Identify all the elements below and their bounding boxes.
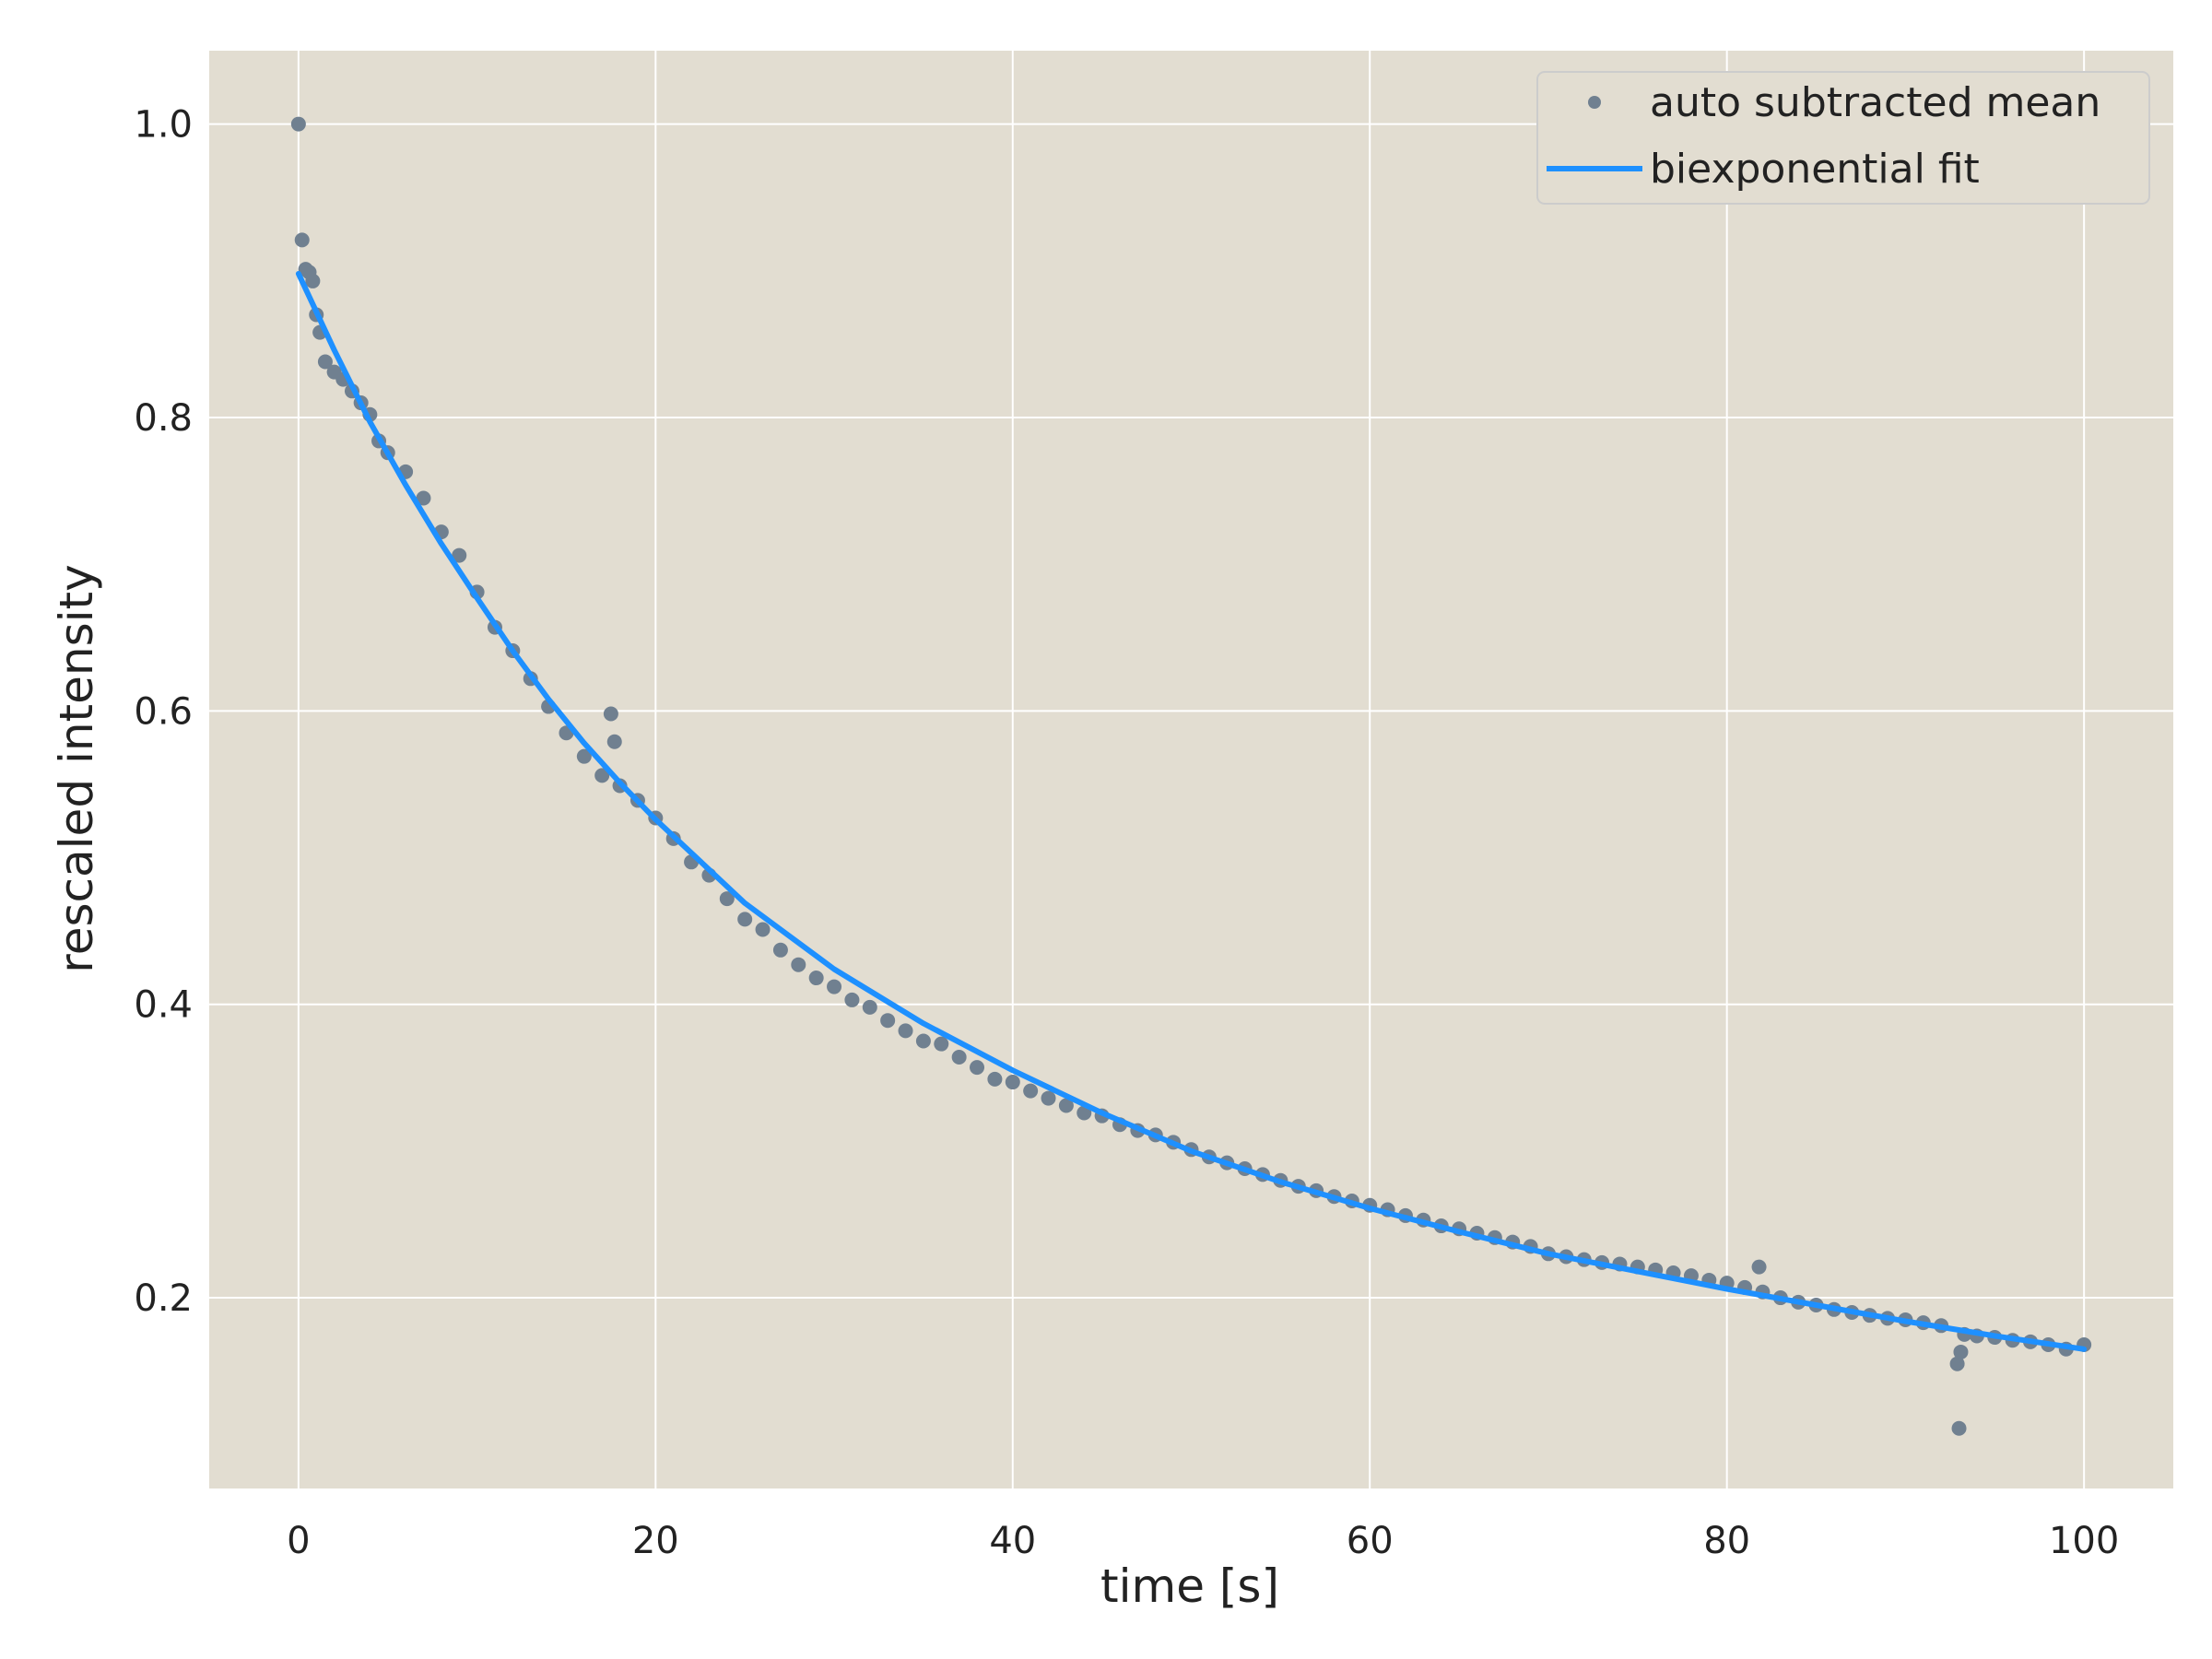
data-point: [1023, 1083, 1039, 1099]
legend-marker-scatter: [1588, 96, 1601, 109]
y-axis-ticks: 0.2 0.4 0.6 0.8 1.0: [134, 104, 193, 1320]
data-point: [416, 490, 431, 506]
data-point: [791, 957, 806, 972]
legend-label-line: biexponential fit: [1650, 146, 1980, 193]
y-tick-label: 1.0: [134, 104, 193, 147]
data-point: [1951, 1420, 1967, 1436]
data-point: [294, 232, 310, 248]
x-tick-label: 0: [287, 1520, 310, 1562]
data-point: [290, 116, 306, 132]
legend-label-scatter: auto subtracted mean: [1650, 79, 2100, 126]
data-point: [603, 706, 618, 722]
y-tick-label: 0.6: [134, 690, 193, 733]
x-tick-label: 100: [2049, 1520, 2119, 1562]
data-point: [1949, 1356, 1965, 1371]
data-point: [772, 942, 788, 958]
data-point: [844, 992, 860, 1007]
data-point: [827, 979, 842, 994]
x-tick-label: 60: [1347, 1520, 1394, 1562]
data-point: [970, 1060, 985, 1076]
data-point: [305, 273, 321, 288]
data-point: [317, 354, 333, 370]
data-point: [594, 768, 610, 783]
data-point: [576, 748, 592, 764]
data-point: [1041, 1090, 1056, 1106]
y-tick-label: 0.2: [134, 1277, 193, 1320]
data-point: [1751, 1259, 1767, 1275]
legend: auto subtracted mean biexponential fit: [1536, 71, 2150, 205]
data-point: [452, 547, 467, 563]
data-point: [934, 1036, 949, 1052]
data-point: [862, 999, 877, 1015]
y-axis-label: rescaled intensity: [50, 564, 103, 972]
data-point: [951, 1050, 967, 1065]
data-point: [1005, 1075, 1020, 1090]
grid: [209, 51, 2173, 1488]
data-point: [737, 912, 753, 927]
y-tick-label: 0.8: [134, 397, 193, 440]
data-point: [1058, 1098, 1074, 1113]
data-point: [880, 1013, 896, 1029]
data-point: [898, 1023, 913, 1039]
data-point: [606, 734, 622, 749]
data-point: [808, 971, 824, 986]
plot-background: [209, 51, 2173, 1488]
x-axis-ticks: 0 20 40 60 80 100: [287, 1520, 2119, 1562]
data-point: [719, 891, 735, 907]
x-axis-label: time [s]: [1100, 1559, 1279, 1613]
data-point: [915, 1033, 931, 1049]
data-point: [1953, 1344, 1969, 1359]
y-tick-label: 0.4: [134, 984, 193, 1027]
fit-line-series: [295, 271, 2088, 1352]
data-point: [755, 922, 771, 937]
legend-box: [1536, 71, 2150, 205]
data-point: [987, 1071, 1003, 1087]
fit-line: [295, 271, 2088, 1352]
x-tick-label: 20: [632, 1520, 679, 1562]
x-tick-label: 80: [1703, 1520, 1750, 1562]
x-tick-label: 40: [989, 1520, 1036, 1562]
